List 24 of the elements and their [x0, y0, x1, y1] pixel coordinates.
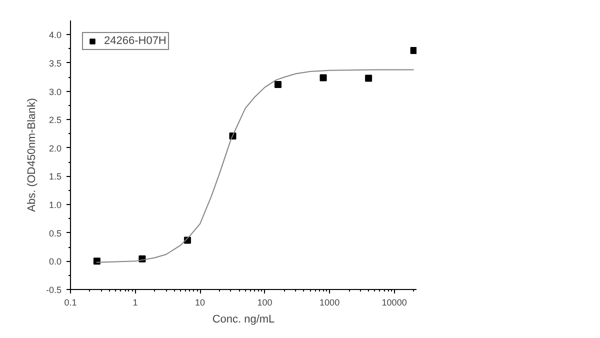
x-tick-label: 0.1: [64, 298, 77, 308]
y-tick-label: 0.0: [48, 256, 62, 267]
point: [93, 258, 100, 265]
point: [274, 80, 282, 88]
point: [365, 74, 372, 82]
x-tick-label: 1: [132, 298, 138, 308]
y-tick-label: 3.0: [48, 86, 62, 97]
x-tick-label: 1000: [320, 298, 340, 308]
y-tick-label: -0.5: [46, 285, 62, 295]
y-tick-label: 0.5: [48, 228, 62, 238]
y-tick-label: 2.5: [48, 115, 62, 126]
x-tick-label: 100: [257, 298, 272, 308]
y-axis-title: Abs. (OD450nm-Blank): [26, 98, 38, 212]
y-tick-label: 4.0: [48, 30, 62, 40]
point: [320, 74, 327, 82]
x-axis-title: Conc. ng/mL: [212, 314, 275, 326]
point: [410, 47, 416, 54]
x-tick-label: 10: [195, 298, 206, 308]
y-tick-label: 1.5: [48, 172, 62, 182]
y-tick-label: 3.5: [48, 58, 62, 68]
x-tick-label: 10000: [382, 298, 407, 308]
legend-label: 24266-H07H: [104, 35, 166, 47]
y-tick-label: 1.0: [48, 200, 62, 210]
y-tick-label: 2.0: [48, 143, 62, 154]
